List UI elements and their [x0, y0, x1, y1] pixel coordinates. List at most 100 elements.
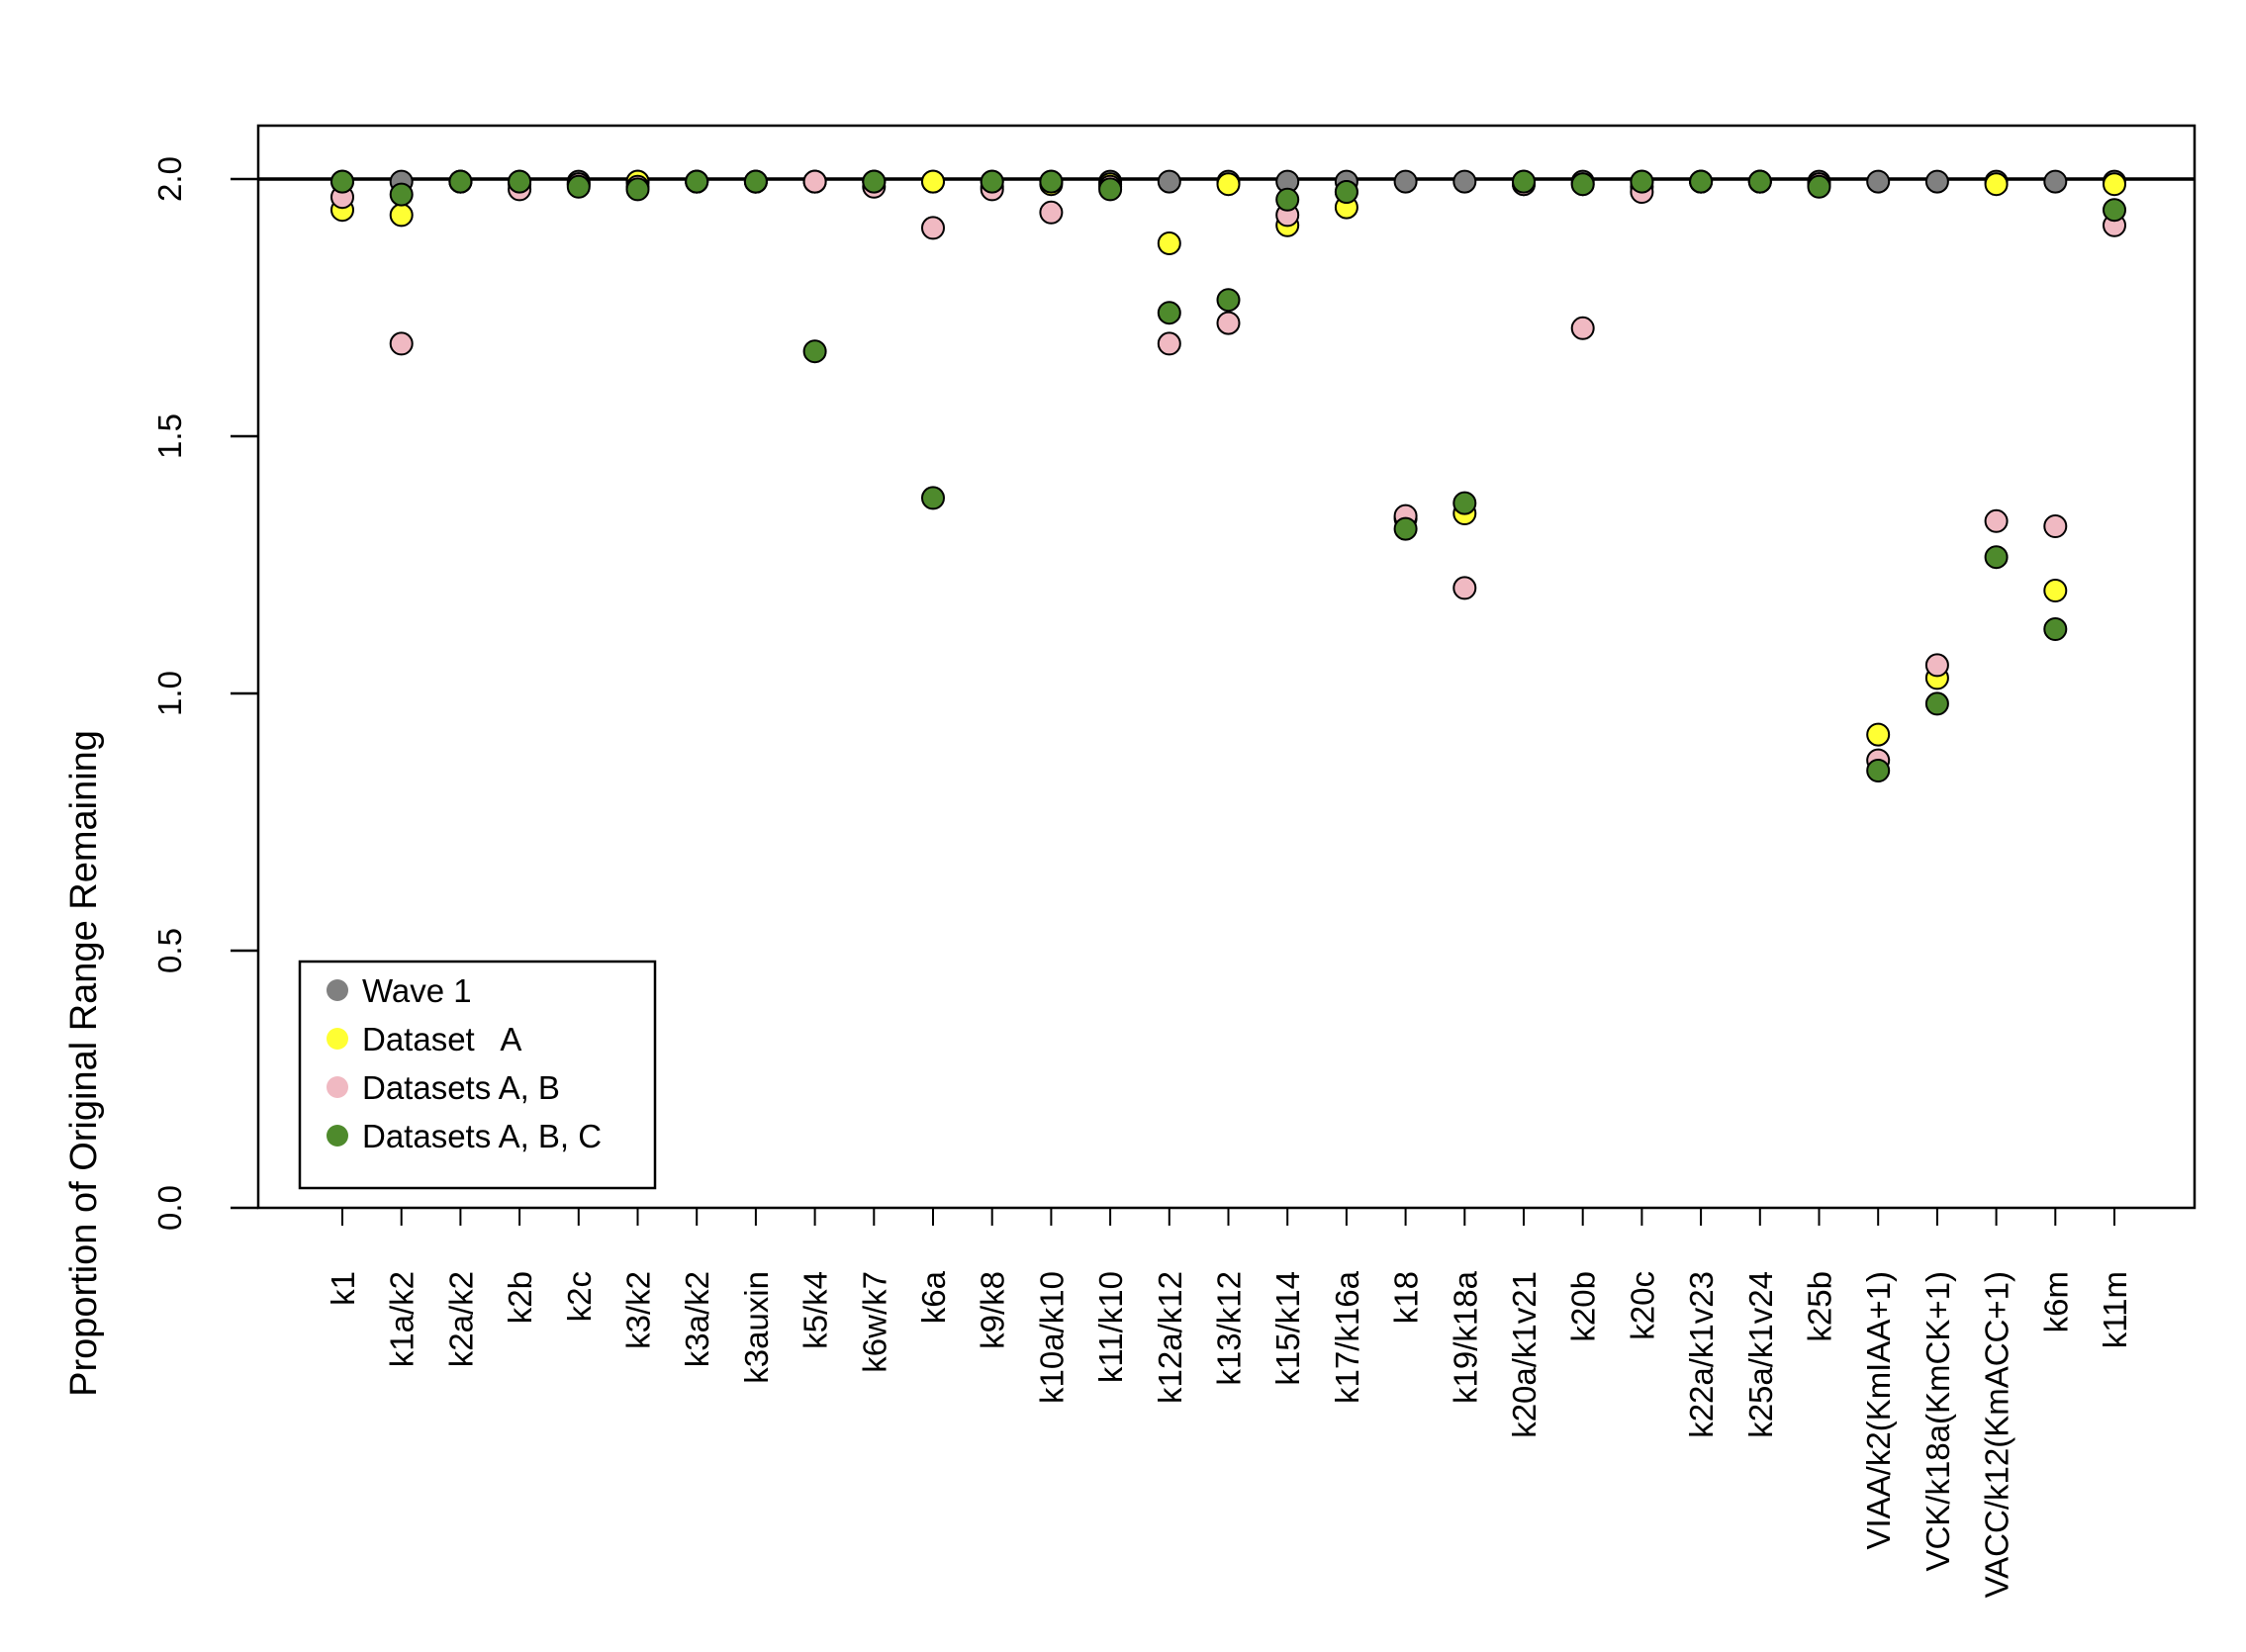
point-datasets-a-b: [389, 331, 414, 356]
point-datasets-a-b-c: [1334, 180, 1358, 204]
x-axis: k1 k1a/k2 k2a/k2 k2b k2c k3/k2 k3a/k2 k3auxin k5…: [325, 1208, 2133, 1598]
point-datasets-a-b-c: [2103, 198, 2126, 223]
point-datasets-a-b: [802, 169, 827, 194]
x-tick-label: k3auxin: [738, 1271, 775, 1384]
x-tick-label: k3/k2: [620, 1271, 657, 1349]
x-tick-label: k20a/k1v21: [1506, 1271, 1543, 1438]
point-wave-1: [1866, 169, 1891, 194]
point-datasets-a-b-c: [862, 169, 887, 194]
point-datasets-a-b-c: [566, 174, 591, 199]
point-datasets-a-b-c: [2043, 617, 2068, 641]
legend-label: Dataset A: [362, 1021, 521, 1057]
x-tick-label: k1: [325, 1271, 361, 1306]
x-tick-label: k11/k10: [1092, 1271, 1129, 1383]
point-datasets-a-b-c: [1216, 288, 1241, 313]
x-tick-label: k20c: [1624, 1271, 1660, 1340]
point-datasets-a-b: [1157, 331, 1181, 356]
legend-marker: [327, 979, 348, 1001]
point-datasets-a-b-c: [1275, 187, 1300, 212]
y-axis: 0.0 0.5 1.0 1.5 2.0: [151, 156, 258, 1231]
point-datasets-a-b: [1039, 200, 1064, 225]
point-datasets-a-b: [2043, 514, 2068, 538]
x-tick-label: k17/k16a: [1329, 1270, 1365, 1404]
x-tick-label: k22a/k1v23: [1683, 1271, 1720, 1438]
point-datasets-a-b-c: [685, 169, 709, 194]
point-datasets-a-b-c: [1098, 177, 1123, 202]
x-tick-label: VACC/k12(KmACC+1): [1979, 1271, 2015, 1598]
point-datasets-a-b: [1216, 311, 1241, 335]
point-datasets-a-b: [921, 216, 945, 240]
point-datasets-a-b: [1984, 508, 2009, 533]
point-datasets-a-b-c: [1630, 169, 1654, 194]
point-datasets-a-b-c: [1984, 545, 2009, 570]
x-tick-label: k5/k4: [797, 1271, 834, 1349]
legend: Wave 1 Dataset A Datasets A, B Datasets A, …: [298, 960, 657, 1190]
point-wave-1: [2043, 169, 2068, 194]
point-datasets-a-b-c: [1866, 759, 1891, 782]
point-datasets-a-b-c: [625, 177, 650, 202]
plot-frame: [256, 124, 2197, 1210]
point-dataset-a: [2103, 172, 2126, 197]
point-datasets-a-b-c: [1512, 169, 1536, 194]
legend-label: Wave 1: [362, 972, 472, 1009]
y-tick-label: 0.5: [151, 928, 188, 973]
y-tick-label: 1.0: [151, 671, 188, 716]
legend-label: Datasets A, B, C: [362, 1118, 602, 1154]
x-tick-label: k6a: [915, 1270, 952, 1324]
point-datasets-a-b-c: [1393, 516, 1418, 541]
x-tick-label: k2c: [561, 1271, 598, 1322]
point-dataset-a: [2043, 579, 2068, 602]
legend-label: Datasets A, B: [362, 1069, 560, 1106]
x-tick-label: k3a/k2: [679, 1271, 715, 1367]
point-datasets-a-b-c: [389, 182, 414, 207]
y-tick-label: 1.5: [151, 413, 188, 459]
x-tick-label: k2b: [502, 1271, 538, 1324]
x-tick-label: VIAA/k2(KmIAA+1): [1860, 1271, 1897, 1550]
point-datasets-a-b-c: [1747, 169, 1772, 194]
x-tick-label: k11m: [2097, 1271, 2133, 1348]
x-tick-label: k9/k8: [975, 1271, 1011, 1349]
point-datasets-a-b-c: [921, 486, 945, 510]
point-datasets-a-b-c: [330, 169, 354, 194]
x-tick-label: VCK/k18a(KmCK+1): [1919, 1271, 1956, 1572]
point-datasets-a-b-c: [1807, 174, 1831, 199]
point-datasets-a-b-c: [1924, 691, 1949, 716]
x-tick-label: k2a/k2: [442, 1271, 479, 1367]
point-datasets-a-b-c: [508, 169, 532, 194]
point-dataset-a: [1984, 172, 2009, 197]
legend-marker: [327, 1028, 348, 1050]
point-dataset-a: [1157, 231, 1181, 255]
point-datasets-a-b-c: [802, 339, 827, 364]
point-datasets-a-b-c: [743, 169, 768, 194]
point-datasets-a-b-c: [1039, 169, 1064, 194]
point-datasets-a-b-c: [1570, 172, 1595, 197]
point-datasets-a-b: [1452, 576, 1477, 600]
y-tick-label: 0.0: [151, 1185, 188, 1231]
point-datasets-a-b-c: [980, 169, 1004, 194]
x-tick-label: k19/k18a: [1447, 1270, 1483, 1404]
x-tick-label: k25b: [1802, 1271, 1838, 1342]
x-tick-label: k6m: [2037, 1271, 2074, 1332]
point-wave-1: [1393, 169, 1418, 194]
x-tick-label: k6w/k7: [856, 1271, 892, 1373]
x-tick-label: k15/k14: [1269, 1271, 1306, 1386]
x-tick-label: k12a/k12: [1152, 1271, 1188, 1404]
point-dataset-a: [1216, 172, 1241, 197]
point-wave-1: [1452, 169, 1477, 194]
data-points: [330, 169, 2126, 782]
point-dataset-a: [921, 169, 945, 194]
legend-marker: [327, 1076, 348, 1098]
x-tick-label: k10a/k10: [1033, 1271, 1070, 1404]
y-tick-label: 2.0: [151, 156, 188, 202]
point-datasets-a-b: [1924, 653, 1949, 678]
point-wave-1: [1157, 169, 1181, 194]
point-datasets-a-b-c: [1157, 301, 1181, 325]
point-datasets-a-b-c: [1452, 491, 1477, 515]
x-tick-label: k18: [1388, 1271, 1425, 1324]
point-dataset-a: [389, 203, 414, 228]
y-axis-label: Proportion of Original Range Remaining: [63, 730, 105, 1397]
legend-box: [298, 960, 657, 1190]
x-tick-label: k20b: [1565, 1271, 1602, 1342]
